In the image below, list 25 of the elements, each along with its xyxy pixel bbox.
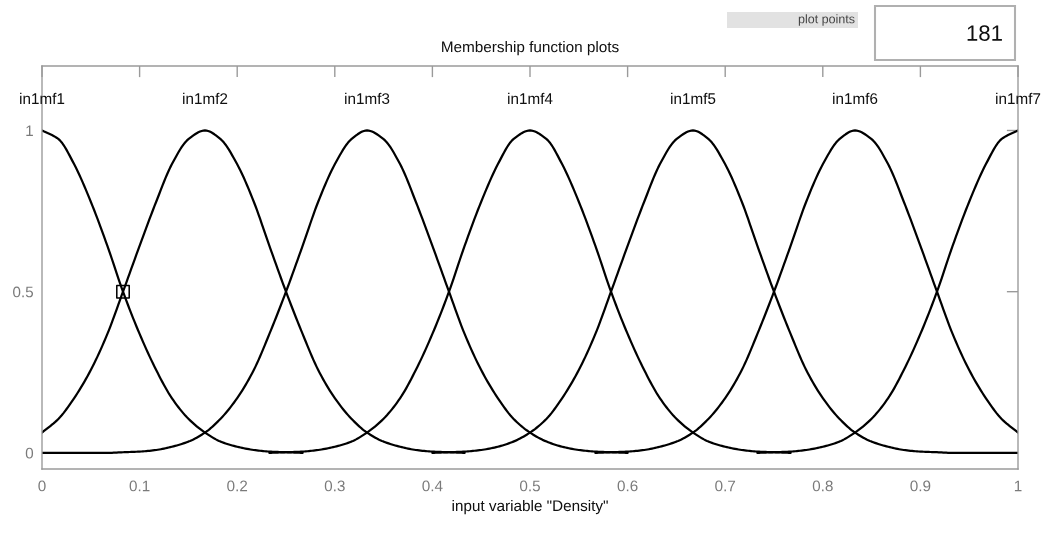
text: in1mf2: [183, 92, 228, 104]
text: in1mf7: [996, 92, 1041, 104]
x-tick-label: 0.9: [910, 480, 931, 492]
x-tick-label: 0.2: [227, 480, 248, 492]
x-tick-label: 0: [38, 480, 46, 492]
x-tick-label: 0.5: [519, 480, 540, 492]
text: in1mf4: [508, 92, 553, 104]
x-tick-label: 1: [1014, 480, 1022, 492]
text: in1mf6: [833, 92, 878, 105]
x-tick-label: 0.3: [324, 480, 345, 492]
text: 181: [967, 25, 1002, 41]
x-tick-label: 0.8: [812, 480, 833, 492]
x-tick-label: 0.4: [422, 480, 443, 492]
x-tick-label: 0.1: [129, 480, 150, 492]
text: in1mf3: [345, 92, 390, 105]
chart-title: Membership function plots: [442, 41, 619, 56]
y-tick-label: 1: [26, 125, 33, 137]
text: in1mf5: [671, 92, 716, 105]
x-tick-label: 0.7: [715, 480, 736, 492]
text: plot points: [798, 14, 855, 26]
y-tick-label: 0.5: [13, 286, 34, 298]
text: in1mf1: [20, 92, 65, 104]
x-axis-title: input variable "Density": [452, 499, 608, 515]
x-tick-label: 0.6: [617, 480, 638, 492]
y-tick-label: 0: [25, 447, 34, 459]
